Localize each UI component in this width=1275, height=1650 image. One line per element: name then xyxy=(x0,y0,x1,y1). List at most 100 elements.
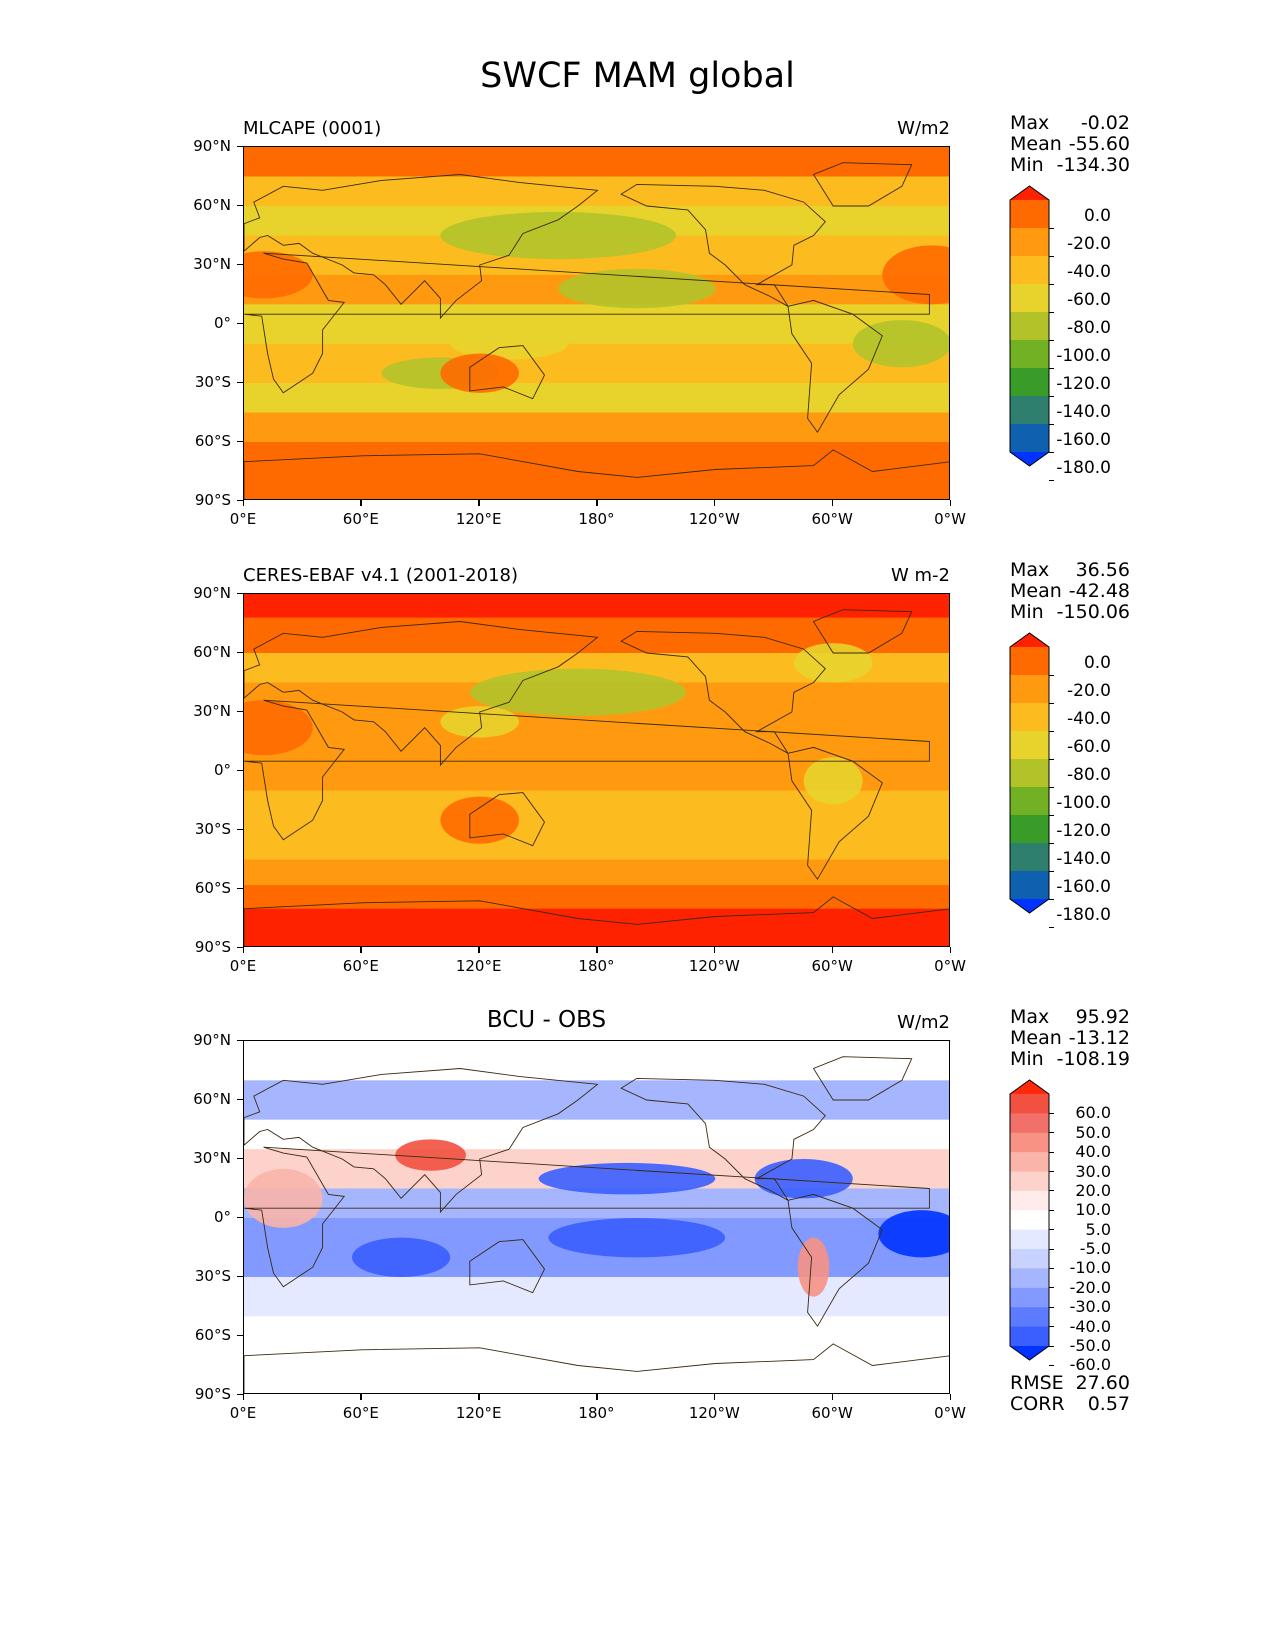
colorbar-segment xyxy=(1010,1132,1049,1153)
map-field xyxy=(244,1041,949,1393)
field-band xyxy=(244,304,949,345)
stat-value: -134.30 xyxy=(1056,154,1130,176)
colorbar-tick xyxy=(1049,395,1054,397)
colorbar-tick xyxy=(1049,842,1054,844)
field-band xyxy=(244,885,949,910)
lat-tick-mark xyxy=(237,381,243,383)
colorbar-segment xyxy=(1010,396,1049,425)
lat-tick-mark xyxy=(237,1334,243,1336)
stat-label: Mean xyxy=(1010,1027,1062,1049)
field-band xyxy=(244,147,949,177)
field-blob xyxy=(440,353,519,393)
lon-tick-label: 60°W xyxy=(811,510,853,528)
field-blob xyxy=(558,268,716,309)
map-panel-obs xyxy=(243,593,950,947)
colorbar-segment xyxy=(1010,1326,1049,1347)
stat-row-mean: Mean -55.60 xyxy=(1010,133,1130,155)
colorbar-tick xyxy=(1049,926,1054,928)
colorbar-label: -120.0 xyxy=(1056,374,1111,394)
lat-tick-label: 60°N xyxy=(193,643,231,661)
panel-title: CERES-EBAF v4.1 (2001-2018) xyxy=(243,565,519,586)
lon-tick-label: 120°W xyxy=(688,957,740,975)
lon-tick-mark xyxy=(478,947,480,953)
lat-tick-label: 60°S xyxy=(194,1326,231,1344)
lon-tick-label: 120°W xyxy=(688,1404,740,1422)
lon-tick-mark xyxy=(242,947,244,953)
colorbar-label: -20.0 xyxy=(1067,681,1111,701)
panel-units: W m-2 xyxy=(890,565,950,586)
lat-tick-label: 0° xyxy=(213,314,231,332)
lat-tick-mark xyxy=(237,1039,243,1041)
field-band xyxy=(244,343,949,384)
lat-tick-mark xyxy=(237,710,243,712)
lat-tick-label: 60°N xyxy=(193,1090,231,1108)
coastline xyxy=(244,449,949,499)
colorbar-label: -10.0 xyxy=(1069,1258,1111,1278)
map-panel-model xyxy=(243,146,950,500)
stat-label: Min xyxy=(1010,601,1044,623)
stat-value: -150.06 xyxy=(1056,601,1130,623)
stat-label: Mean xyxy=(1010,133,1062,155)
lon-tick-label: 0°W xyxy=(934,1404,966,1422)
lat-tick-label: 90°S xyxy=(194,938,231,956)
lon-tick-mark xyxy=(949,947,951,953)
coastline xyxy=(812,1056,913,1101)
colorbar-tick xyxy=(1049,702,1054,704)
figure-title: SWCF MAM global xyxy=(480,56,795,96)
field-blob xyxy=(793,643,873,683)
field-band xyxy=(244,176,949,207)
field-blob xyxy=(395,1139,466,1171)
colorbar-obs xyxy=(1009,632,1050,914)
map-field xyxy=(244,594,949,946)
lon-tick-mark xyxy=(596,1394,598,1400)
colorbar-label: -160.0 xyxy=(1056,430,1111,450)
lat-tick-mark xyxy=(237,440,243,442)
lon-tick-mark xyxy=(242,500,244,506)
field-blob xyxy=(852,320,949,368)
stat-label: Min xyxy=(1010,154,1044,176)
colorbar-label: -30.0 xyxy=(1069,1297,1111,1317)
coastline xyxy=(469,345,546,400)
coastline xyxy=(244,699,930,841)
colorbar-tick xyxy=(1049,1306,1054,1308)
lon-tick-mark xyxy=(242,1394,244,1400)
field-blob xyxy=(440,796,519,844)
colorbar-tick xyxy=(1049,1364,1054,1366)
colorbar-label: -80.0 xyxy=(1067,765,1111,785)
lat-tick-label: 60°N xyxy=(193,196,231,214)
colorbar-label: 5.0 xyxy=(1085,1219,1111,1239)
colorbar-tick xyxy=(1049,1248,1054,1250)
colorbar-tick xyxy=(1049,758,1054,760)
colorbar-extend-top xyxy=(1010,1080,1049,1094)
colorbar-label: -100.0 xyxy=(1056,346,1111,366)
colorbar-segment xyxy=(1010,1307,1049,1328)
lon-tick-mark xyxy=(831,947,834,953)
field-blob xyxy=(244,700,313,756)
colorbar-tick xyxy=(1049,227,1054,229)
stat-row-mean: Mean -13.12 xyxy=(1010,1027,1130,1049)
colorbar-tick xyxy=(1049,479,1054,481)
lon-tick-label: 180° xyxy=(578,1404,615,1422)
colorbar-diff xyxy=(1009,1079,1050,1361)
coastline xyxy=(787,299,883,434)
field-band xyxy=(244,1277,949,1317)
colorbar-tick xyxy=(1049,423,1054,425)
field-blob xyxy=(440,211,677,260)
coastline xyxy=(787,1193,883,1328)
colorbar-tick xyxy=(1049,367,1054,369)
colorbar-segment xyxy=(1010,284,1049,313)
stat-label: CORR xyxy=(1010,1393,1065,1415)
colorbar-label: -40.0 xyxy=(1067,262,1111,282)
colorbar-tick xyxy=(1049,898,1054,900)
lat-tick-label: 60°S xyxy=(194,432,231,450)
colorbar-segment xyxy=(1010,1287,1049,1308)
lat-tick-mark xyxy=(237,592,243,594)
stat-value: -108.19 xyxy=(1056,1048,1130,1070)
panel-title: MLCAPE (0001) xyxy=(243,118,382,139)
colorbar-tick xyxy=(1049,786,1054,788)
lon-tick-label: 60°W xyxy=(811,1404,853,1422)
lon-tick-label: 0°E xyxy=(229,1404,257,1422)
colorbar-segment xyxy=(1010,200,1049,229)
colorbar-tick xyxy=(1049,1267,1054,1269)
stat-row-mean: Mean -42.48 xyxy=(1010,580,1130,602)
